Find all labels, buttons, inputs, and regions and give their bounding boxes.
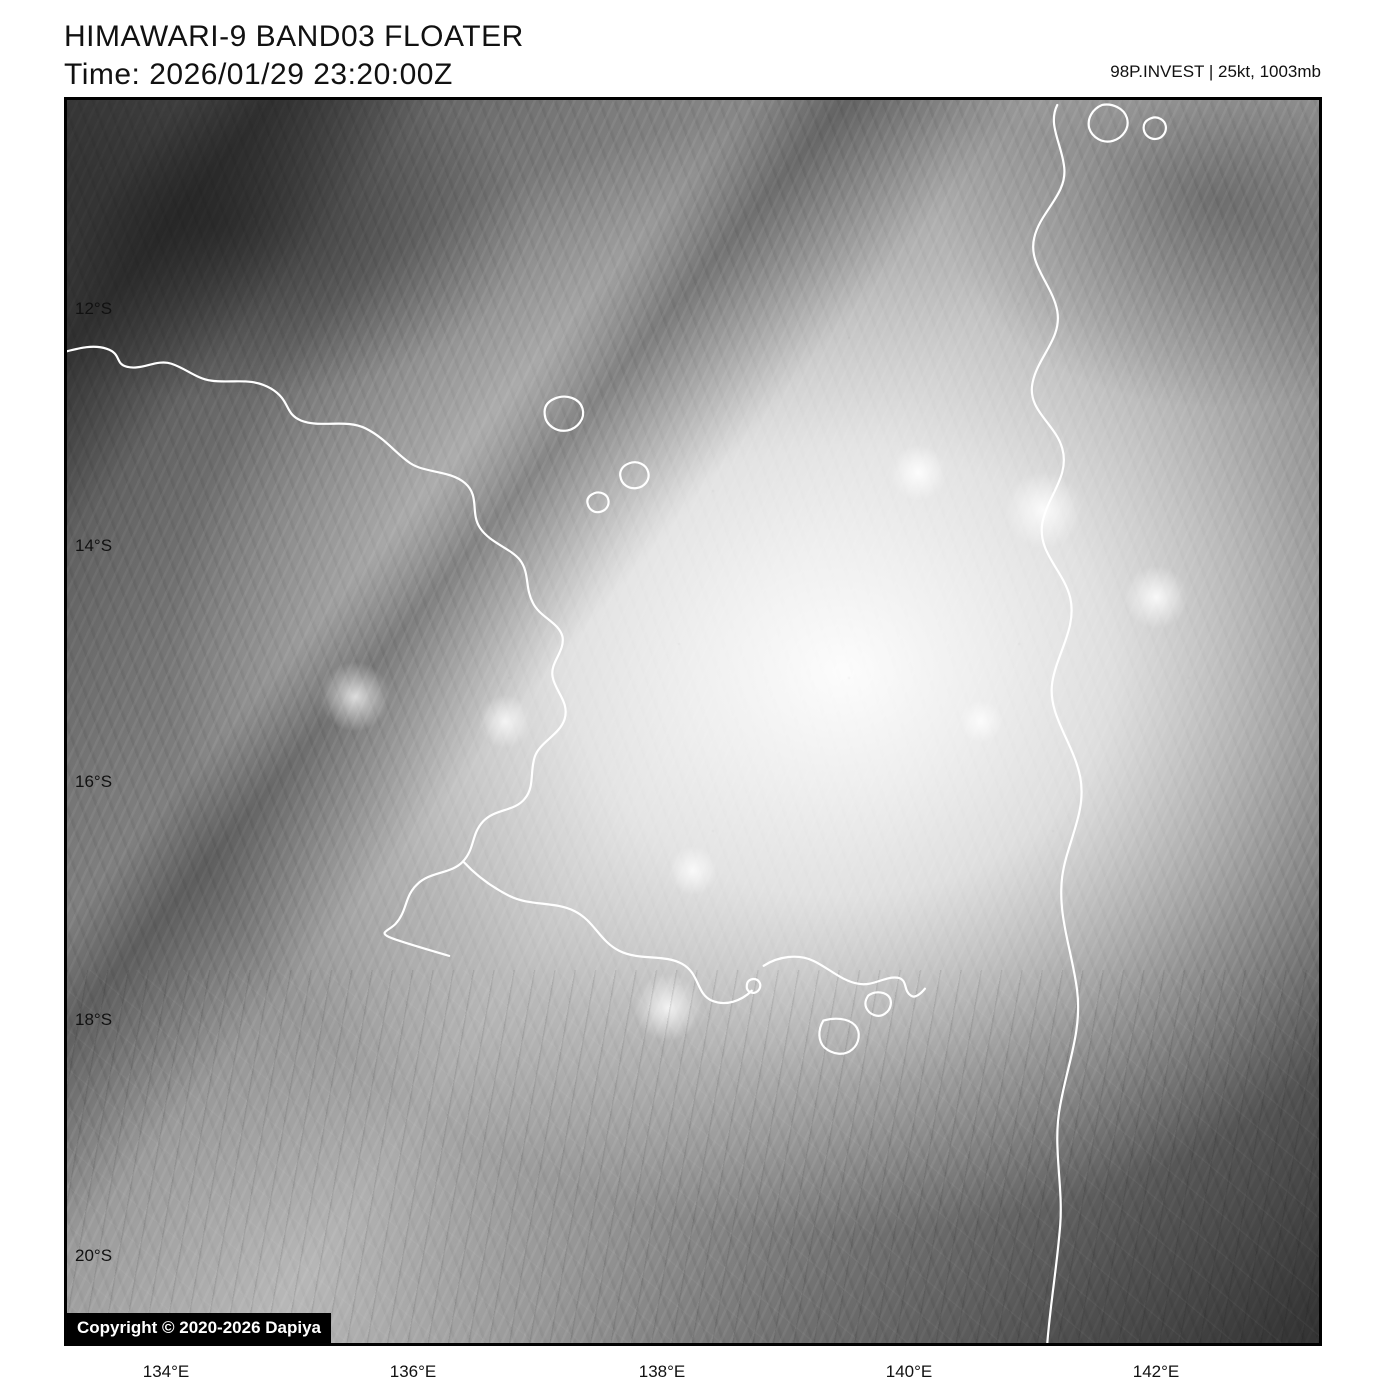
lon-label-1: 136°E — [390, 1362, 437, 1382]
time-value: 2026/01/29 23:20:00Z — [149, 58, 453, 91]
lon-label-4: 142°E — [1133, 1362, 1180, 1382]
lat-label-left-4: 20°S — [75, 1246, 112, 1266]
satellite-floater-window: HIMAWARI-9 BAND03 FLOATER Time: 2026/01/… — [0, 0, 1389, 1396]
invest-label: 98P.INVEST | 25kt, 1003mb — [1110, 62, 1321, 82]
copyright-label: Copyright © 2020-2026 Dapiya — [67, 1313, 331, 1343]
lat-label-left-2: 16°S — [75, 772, 112, 792]
satellite-map[interactable]: 12°S 14°S 16°S 18°S 20°S 12°S 14°S 16°S … — [64, 97, 1322, 1346]
lat-label-left-1: 14°S — [75, 536, 112, 556]
lon-label-2: 138°E — [639, 1362, 686, 1382]
lon-label-0: 134°E — [143, 1362, 190, 1382]
lat-label-left-3: 18°S — [75, 1010, 112, 1030]
title-line1: HIMAWARI-9 BAND03 FLOATER — [64, 18, 1325, 56]
lon-label-3: 140°E — [886, 1362, 933, 1382]
coastline-overlay — [67, 100, 1319, 1343]
lat-label-left-0: 12°S — [75, 299, 112, 319]
